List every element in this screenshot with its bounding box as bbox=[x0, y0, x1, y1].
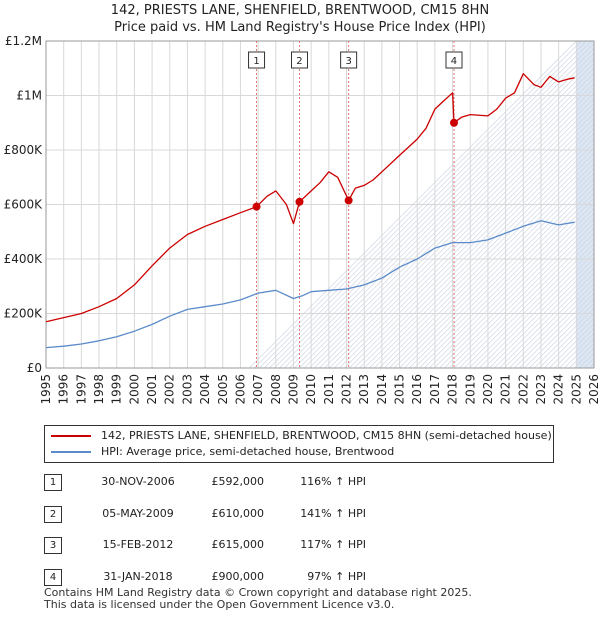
sale-date: 15-FEB-2012 bbox=[102, 538, 174, 551]
sale-price: £900,000 bbox=[211, 569, 265, 583]
sale-hpi-change: 116% ↑ HPI bbox=[300, 475, 366, 488]
legend-label-hpi: HPI: Average price, semi-detached house,… bbox=[101, 445, 395, 458]
x-tick-label: 2021 bbox=[499, 374, 513, 405]
sale-point bbox=[344, 196, 353, 205]
chart-title: 142, PRIESTS LANE, SHENFIELD, BRENTWOOD,… bbox=[0, 2, 600, 36]
sale-date: 31-JAN-2018 bbox=[103, 569, 173, 583]
y-tick-label: £0 bbox=[27, 361, 42, 375]
x-tick-label: 2018 bbox=[446, 374, 460, 405]
table-row: 3 15-FEB-2012 £615,000 117% ↑ HPI bbox=[44, 533, 564, 565]
sale-hpi-change: 117% ↑ HPI bbox=[300, 538, 366, 551]
table-row: 4 31-JAN-2018 £900,000 97% ↑ HPI bbox=[44, 565, 564, 597]
title-line-1: 142, PRIESTS LANE, SHENFIELD, BRENTWOOD,… bbox=[110, 3, 490, 18]
x-tick-label: 2025 bbox=[569, 374, 583, 405]
sale-hpi-change: 141% ↑ HPI bbox=[300, 506, 366, 520]
sale-number: 3 bbox=[44, 537, 62, 554]
legend-item-hpi: HPI: Average price, semi-detached house,… bbox=[51, 444, 394, 460]
x-tick-label: 2017 bbox=[428, 374, 442, 405]
x-tick-label: 2015 bbox=[393, 374, 407, 405]
footer: Contains HM Land Registry data © Crown c… bbox=[44, 587, 472, 611]
x-tick-label: 2001 bbox=[145, 374, 159, 405]
x-tick-label: 2007 bbox=[251, 374, 265, 405]
x-tick-label: 2012 bbox=[340, 374, 354, 405]
property-price-line bbox=[45, 73, 575, 323]
sale-price: £610,000 bbox=[211, 506, 265, 520]
x-tick-label: 2009 bbox=[286, 374, 300, 405]
x-tick-label: 1996 bbox=[57, 374, 71, 405]
title-line-2: Price paid vs. HM Land Registry's House … bbox=[114, 20, 486, 35]
sale-price: £592,000 bbox=[211, 475, 265, 488]
x-tick-label: 2026 bbox=[587, 374, 600, 405]
x-tick-label: 2003 bbox=[180, 374, 194, 405]
sale-label-box bbox=[340, 51, 358, 69]
x-tick-label: 2020 bbox=[481, 374, 495, 405]
sale-number: 4 bbox=[44, 568, 62, 586]
legend-swatch-property bbox=[51, 435, 91, 437]
sale-label: 4 bbox=[451, 56, 457, 67]
x-tick-label: 1998 bbox=[92, 374, 106, 405]
y-tick-label: £800K bbox=[4, 143, 44, 157]
x-tick-label: 2023 bbox=[534, 374, 548, 405]
x-tick-label: 2014 bbox=[375, 374, 389, 405]
sale-date: 05-MAY-2009 bbox=[102, 506, 174, 520]
sale-label: 2 bbox=[296, 56, 302, 67]
y-tick-label: £600K bbox=[4, 198, 44, 212]
sale-date: 30-NOV-2006 bbox=[101, 475, 175, 488]
x-tick-label: 2024 bbox=[552, 374, 566, 405]
x-tick-label: 2022 bbox=[516, 374, 530, 405]
table-row: 1 30-NOV-2006 £592,000 116% ↑ HPI bbox=[44, 470, 564, 502]
table-row: 2 05-MAY-2009 £610,000 141% ↑ HPI bbox=[44, 502, 564, 534]
x-tick-label: 2010 bbox=[304, 374, 318, 405]
x-tick-label: 2008 bbox=[269, 374, 283, 405]
hpi-line bbox=[45, 220, 575, 349]
y-tick-label: £1.2M bbox=[5, 34, 42, 48]
band-mask bbox=[594, 39, 600, 370]
sale-point bbox=[295, 197, 304, 206]
x-tick-label: 2013 bbox=[357, 374, 371, 405]
sale-label-box bbox=[248, 51, 266, 69]
x-tick-label: 2006 bbox=[233, 374, 247, 405]
x-tick-label: 1997 bbox=[74, 374, 88, 405]
x-tick-label: 1995 bbox=[39, 374, 53, 405]
x-tick-label: 2000 bbox=[127, 374, 141, 405]
x-tick-label: 2004 bbox=[198, 374, 212, 405]
sale-point bbox=[252, 202, 261, 211]
sales-table: 1 30-NOV-2006 £592,000 116% ↑ HPI 2 05-M… bbox=[44, 470, 564, 596]
x-tick-label: 2019 bbox=[463, 374, 477, 405]
x-tick-label: 2016 bbox=[410, 374, 424, 405]
y-tick-label: £400K bbox=[4, 252, 44, 266]
x-tick-label: 2005 bbox=[216, 374, 230, 405]
plot-frame bbox=[45, 40, 595, 369]
y-tick-label: £200K bbox=[4, 307, 44, 321]
x-tick-label: 2011 bbox=[322, 374, 336, 405]
sale-label-box bbox=[445, 51, 463, 69]
x-tick-label: 1999 bbox=[110, 374, 124, 405]
y-tick-label: £1M bbox=[16, 89, 42, 103]
legend-swatch-hpi bbox=[51, 451, 91, 453]
footer-copyright: Contains HM Land Registry data © Crown c… bbox=[44, 586, 472, 599]
sale-hpi-change: 97% ↑ HPI bbox=[307, 569, 366, 583]
sale-label-box bbox=[290, 51, 308, 69]
x-tick-label: 2002 bbox=[163, 374, 177, 405]
legend-item-property: 142, PRIESTS LANE, SHENFIELD, BRENTWOOD,… bbox=[51, 428, 552, 444]
sale-label: 1 bbox=[253, 56, 259, 67]
sale-number: 1 bbox=[44, 474, 62, 491]
sale-point bbox=[449, 118, 458, 127]
sale-number: 2 bbox=[44, 505, 62, 523]
sale-price: £615,000 bbox=[211, 538, 265, 551]
legend: 142, PRIESTS LANE, SHENFIELD, BRENTWOOD,… bbox=[44, 425, 554, 463]
legend-label-property: 142, PRIESTS LANE, SHENFIELD, BRENTWOOD,… bbox=[101, 429, 552, 442]
sale-label: 3 bbox=[345, 56, 351, 67]
footer-licence: This data is licensed under the Open Gov… bbox=[44, 598, 395, 611]
